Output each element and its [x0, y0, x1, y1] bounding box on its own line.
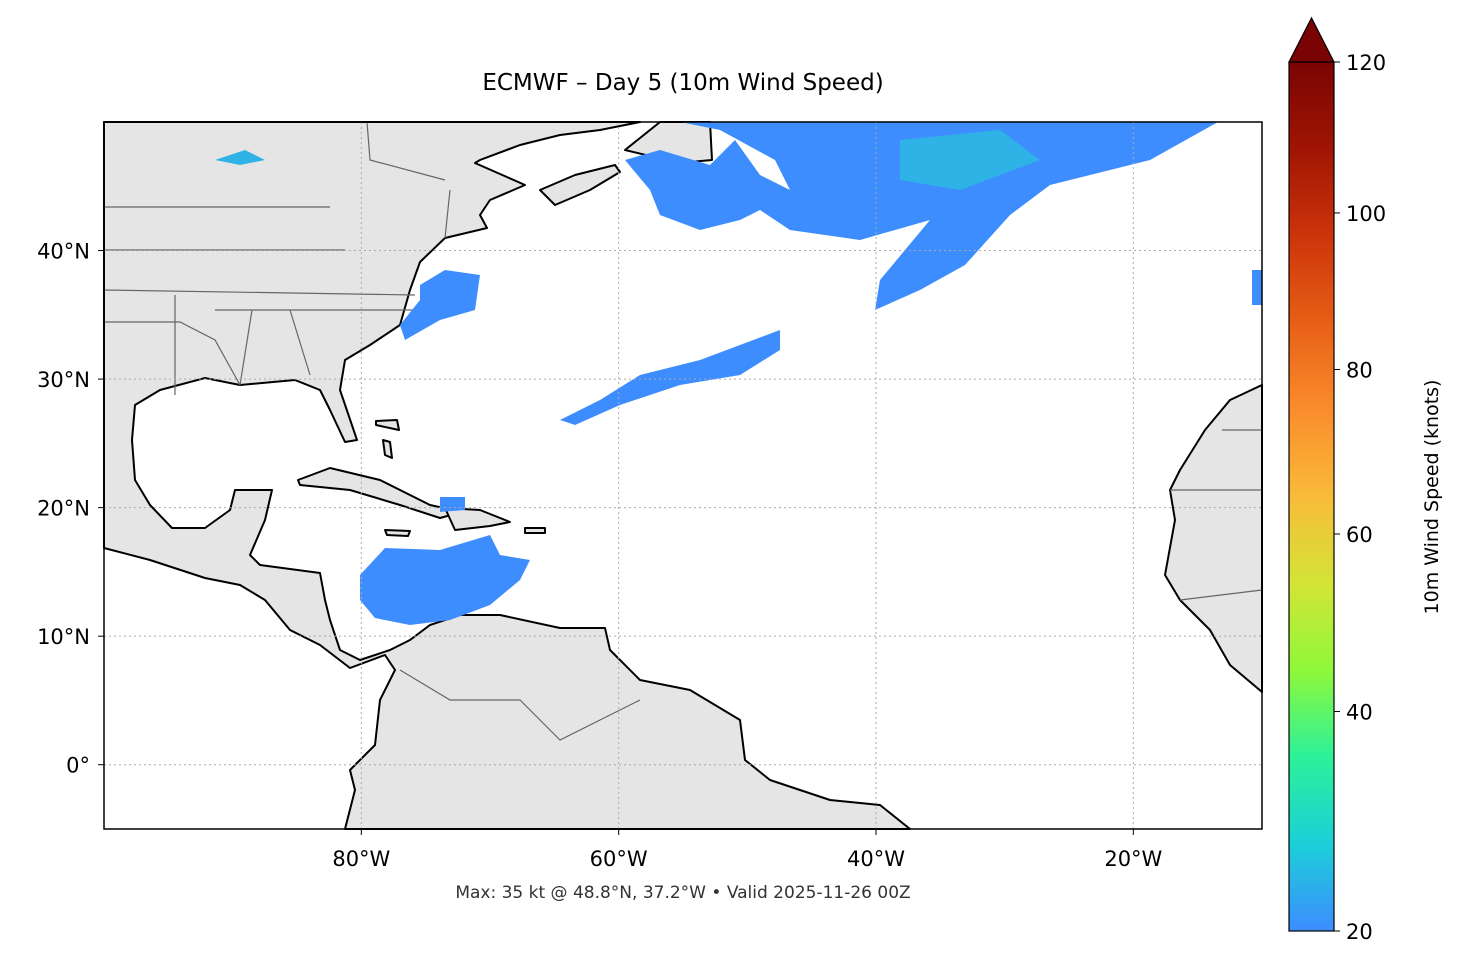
border-line: [399, 669, 641, 741]
nova-scotia: [539, 164, 621, 206]
colorbar-tick-label: 60: [1346, 523, 1373, 547]
lat-tick-label: 0°: [66, 754, 90, 778]
colorbar-label: 10m Wind Speed (knots): [1421, 379, 1443, 615]
border-line: [289, 309, 311, 376]
colorbar: 20 40 60 80 100 120: [1288, 16, 1386, 944]
border-line: [103, 289, 416, 296]
border-line: [104, 321, 241, 386]
lat-tick-label: 30°N: [37, 368, 90, 392]
wind-patch-us-east-coast: [400, 270, 480, 340]
puerto-rico: [524, 527, 546, 534]
wind-patch-hispaniola: [440, 497, 465, 512]
wind-patch-max-core: [900, 130, 1040, 190]
gridlines: [104, 122, 1262, 829]
lat-tick-label: 40°N: [37, 240, 90, 264]
colorbar-tick-label: 120: [1346, 51, 1386, 75]
wind-field-layer: [215, 122, 1262, 625]
colorbar-extend-arrow: [1288, 16, 1335, 63]
lon-tick-label: 80°W: [332, 847, 390, 871]
border-line: [239, 309, 253, 386]
colorbar-tick-label: 20: [1346, 920, 1373, 944]
jamaica: [384, 529, 411, 537]
wind-patch-caribbean: [360, 535, 530, 625]
lat-tick-label: 20°N: [37, 497, 90, 521]
map-title: ECMWF – Day 5 (10m Wind Speed): [482, 70, 884, 96]
lat-tick-label: 10°N: [37, 625, 90, 649]
colorbar-tick-label: 80: [1346, 359, 1373, 383]
border-line: [444, 189, 451, 239]
map-frame: [103, 121, 1263, 830]
border-line: [366, 121, 446, 181]
cuba: [297, 467, 463, 519]
wind-patch-great-lakes: [215, 150, 265, 165]
colorbar-gradient: [1288, 61, 1335, 932]
bahamas: [375, 419, 400, 431]
lon-tick-label: 60°W: [590, 847, 648, 871]
colorbar-tick-label: 40: [1346, 701, 1373, 725]
wind-patch-central-atlantic: [560, 330, 780, 425]
lon-tick-label: 40°W: [847, 847, 905, 871]
axis-ticks: 80°W 60°W 40°W 20°W 40°N 30°N 20°N 10°N 0°: [37, 240, 1162, 871]
colorbar-tick-label: 100: [1346, 202, 1386, 226]
americas-landmass: [103, 121, 911, 830]
hispaniola: [444, 507, 511, 531]
map-footer: Max: 35 kt @ 48.8°N, 37.2°W • Valid 2025…: [455, 883, 911, 903]
border-line: [1179, 589, 1263, 601]
land-layer: [103, 121, 1263, 830]
wind-patch-east-edge: [1252, 270, 1262, 305]
wind-patch-north-atlantic: [625, 122, 1218, 310]
africa-landmass: [1164, 384, 1263, 693]
bahamas-andros: [382, 439, 393, 459]
lon-tick-label: 20°W: [1104, 847, 1162, 871]
